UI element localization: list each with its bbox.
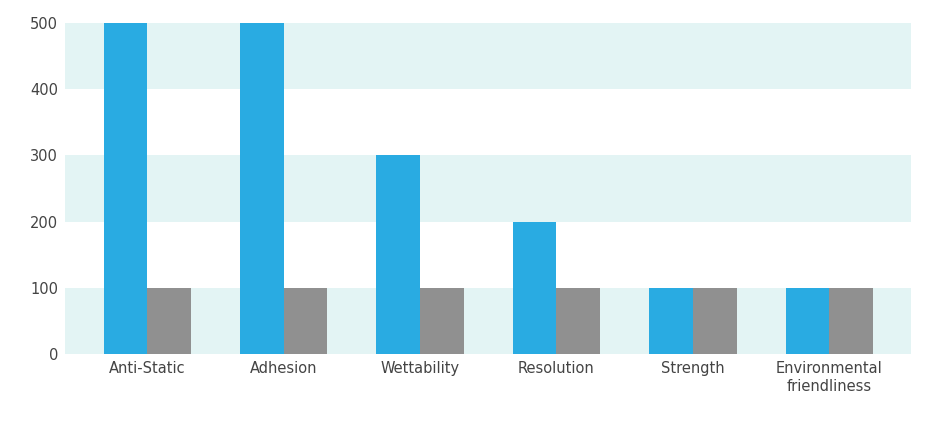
Bar	[693, 288, 737, 354]
Bar	[830, 288, 873, 354]
Bar	[147, 288, 191, 354]
Bar	[377, 156, 420, 354]
Bar	[786, 288, 830, 354]
Bar	[65, 23, 911, 89]
Bar	[284, 288, 327, 354]
Bar	[420, 288, 464, 354]
Bar	[556, 288, 600, 354]
Bar	[103, 23, 147, 354]
Bar	[65, 156, 911, 222]
Bar	[512, 222, 556, 354]
Bar	[649, 288, 693, 354]
Bar	[65, 288, 911, 354]
Bar	[240, 23, 284, 354]
